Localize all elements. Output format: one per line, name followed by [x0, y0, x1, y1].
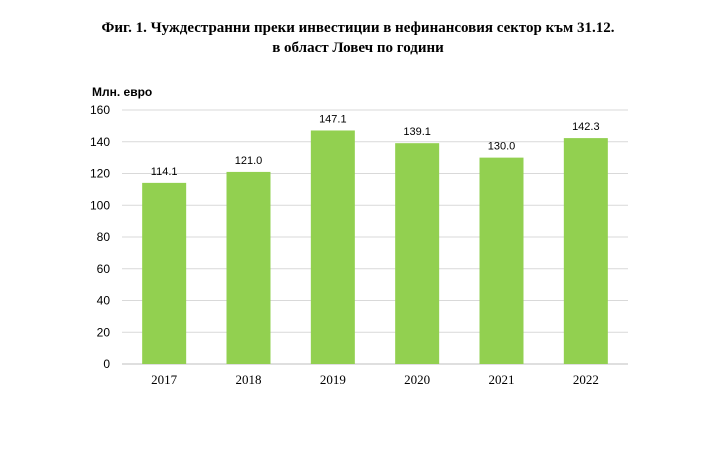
bar-2020 — [395, 143, 440, 364]
y-tick-label: 60 — [97, 262, 111, 276]
y-tick-label: 140 — [90, 135, 110, 149]
y-tick-label: 80 — [97, 230, 111, 244]
x-tick-label-2019: 2019 — [320, 372, 346, 387]
y-tick-label: 160 — [90, 103, 110, 117]
y-tick-label: 120 — [90, 167, 110, 181]
data-label-2021: 130.0 — [488, 141, 516, 153]
bars — [142, 130, 608, 364]
bar-2018 — [226, 171, 271, 364]
chart-title: Фиг. 1. Чуждестранни преки инвестиции в … — [0, 18, 716, 58]
data-label-2017: 114.1 — [151, 166, 178, 178]
x-tick-label-2022: 2022 — [573, 372, 599, 387]
y-axis: 0 20 40 60 80 100 120 140 160 — [90, 103, 110, 371]
x-axis: 2017 2018 2019 2020 2021 2022 — [151, 372, 599, 387]
chart-title-line-2: в област Ловеч по години — [272, 40, 444, 56]
data-label-2020: 139.1 — [403, 126, 431, 138]
x-tick-label-2020: 2020 — [404, 372, 430, 387]
y-tick-label: 40 — [97, 294, 111, 308]
x-tick-label-2021: 2021 — [489, 372, 515, 387]
bar-2022 — [563, 138, 608, 364]
data-labels: 114.1 121.0 147.1 139.1 130.0 142.3 — [151, 113, 600, 177]
bar-2021 — [479, 157, 524, 364]
data-label-2018: 121.0 — [235, 155, 263, 167]
data-label-2022: 142.3 — [572, 121, 600, 133]
y-axis-label: Млн. евро — [92, 85, 152, 99]
bar-2017 — [142, 182, 187, 364]
chart-title-line-1: Фиг. 1. Чуждестранни преки инвестиции в … — [101, 20, 615, 36]
data-label-2019: 147.1 — [319, 113, 347, 125]
gridlines — [122, 109, 628, 365]
y-tick-label: 0 — [103, 357, 110, 371]
x-tick-label-2018: 2018 — [236, 372, 262, 387]
y-tick-label: 20 — [97, 325, 111, 339]
y-tick-label: 100 — [90, 198, 110, 212]
x-tick-label-2017: 2017 — [151, 372, 178, 387]
bar-2019 — [310, 130, 355, 364]
